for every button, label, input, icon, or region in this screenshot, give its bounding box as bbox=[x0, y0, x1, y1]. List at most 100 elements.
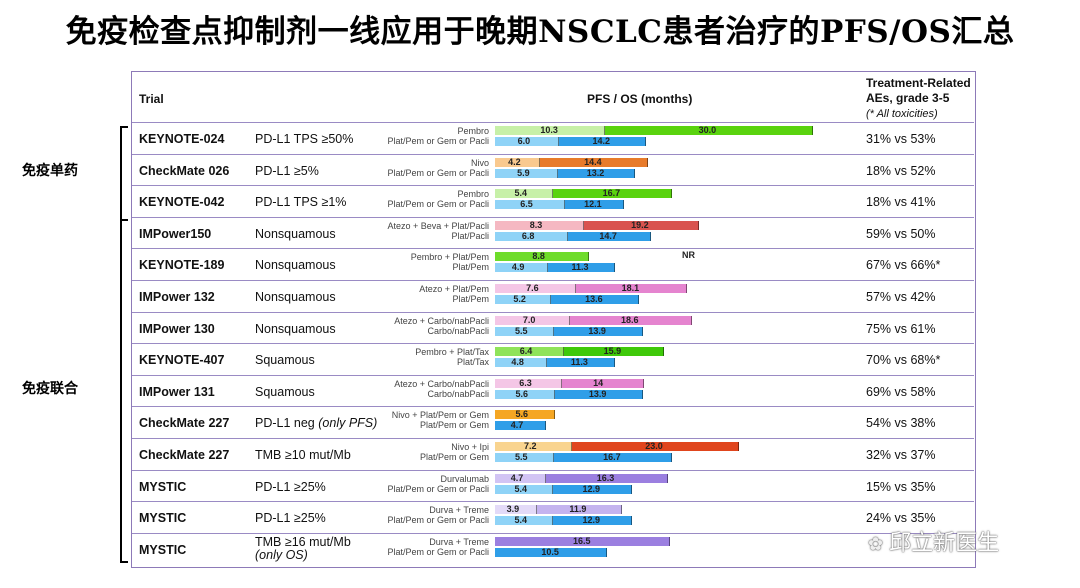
table-row: IMPower150 Nonsquamous Atezo + Beva + Plat… bbox=[132, 216, 974, 250]
ae-value: 15% vs 35% bbox=[866, 479, 936, 494]
table-row: KEYNOTE-189 Nonsquamous Pembro + Plat/Pem P… bbox=[132, 248, 974, 281]
condition-text: Squamous bbox=[255, 384, 315, 399]
os-bar-value-label: 5.6 bbox=[515, 388, 529, 399]
os-bar-segment bbox=[495, 547, 607, 557]
pfs-bar: 7.6 18.1 bbox=[495, 284, 687, 293]
control-arm-label: Plat/Tax bbox=[456, 357, 489, 368]
os-bar: 5.5 16.7 bbox=[495, 453, 673, 462]
watermark: ✿ 邱立新医生 bbox=[868, 531, 1000, 556]
condition-note: (only PFS) bbox=[318, 416, 378, 431]
table-row: KEYNOTE-024 PD-L1 TPS ≥50% Pembro Plat/Pem … bbox=[132, 122, 974, 155]
os-bar: 10.5 bbox=[495, 547, 607, 557]
trial-condition: TMB ≥10 mut/Mb bbox=[255, 448, 351, 462]
control-arm-label: Plat/Pem or Gem or Pacli bbox=[387, 199, 489, 210]
trial-name: MYSTIC bbox=[139, 479, 187, 494]
header-ae-line2: AEs, grade 3-5 bbox=[866, 91, 950, 105]
experimental-arm-label: Pembro bbox=[457, 126, 489, 136]
os-bar-value-label: 12.1 bbox=[584, 199, 602, 210]
pfs-bar-segment bbox=[495, 189, 553, 199]
pfs-bar: 8.3 19.2 bbox=[495, 219, 699, 230]
table-row: IMPower 132 Nonsquamous Atezo + Plat/Pem Pl… bbox=[132, 280, 974, 313]
condition-text: TMB ≥16 mut/Mb bbox=[255, 534, 351, 549]
os-bar-value-label: 5.4 bbox=[514, 515, 527, 526]
condition-text: TMB ≥10 mut/Mb bbox=[255, 448, 351, 462]
control-arm-label: Plat/Pem bbox=[452, 262, 489, 273]
trial-name: IMPower 131 bbox=[139, 384, 215, 399]
ae-value: 67% vs 66%* bbox=[866, 258, 941, 273]
ae-value: 32% vs 37% bbox=[866, 448, 936, 462]
os-bar-value-label: 6.5 bbox=[520, 199, 533, 210]
ae-value: 70% vs 68%* bbox=[866, 353, 941, 368]
control-arm-label: Plat/Pem or Gem or Pacli bbox=[387, 483, 489, 494]
os-bar: 5.9 13.2 bbox=[495, 168, 636, 178]
pfs-bar-segment bbox=[495, 347, 664, 357]
pfs-bar-value-label: 16.3 bbox=[596, 472, 615, 483]
pfs-bar-segment bbox=[495, 284, 577, 293]
pfs-bar-value-label: 19.2 bbox=[631, 219, 649, 230]
os-bar-value-label: 13.9 bbox=[588, 388, 607, 399]
trial-name: IMPower150 bbox=[139, 226, 212, 241]
os-bar-value-label: 14.2 bbox=[592, 136, 611, 146]
pfs-bar-segment bbox=[495, 284, 687, 293]
pfs-bar-segment bbox=[495, 505, 622, 515]
pfs-bar-segment bbox=[495, 473, 546, 483]
pfs-bar: 4.7 16.3 bbox=[495, 472, 668, 483]
trial-condition: PD-L1 ≥25% bbox=[255, 511, 326, 525]
condition-text: PD-L1 ≥5% bbox=[255, 163, 319, 178]
experimental-arm-label: Atezo + Plat/Pem bbox=[419, 284, 489, 294]
pfs-bar: 6.3 14 bbox=[495, 378, 644, 388]
pfs-bar-value-label: 5.6 bbox=[515, 409, 529, 420]
os-bar-value-label: 14.7 bbox=[599, 230, 617, 241]
pfs-bar-segment bbox=[495, 473, 668, 483]
pfs-bar-value-label: 7.2 bbox=[523, 441, 537, 451]
pfs-bar-value-label: 11.9 bbox=[569, 504, 587, 515]
trial-name: CheckMate 227 bbox=[139, 416, 230, 431]
pfs-bar-segment bbox=[495, 189, 673, 199]
group-bracket-mono bbox=[120, 126, 128, 221]
ae-value: 18% vs 41% bbox=[866, 195, 936, 210]
control-arm-label: Carbo/nabPacli bbox=[427, 388, 489, 399]
pfs-bar-segment bbox=[495, 410, 556, 420]
pfs-bar-value-label: 16.5 bbox=[573, 535, 591, 546]
table-row: CheckMate 227 TMB ≥10 mut/Mb Nivo + Ipi Pla… bbox=[132, 438, 974, 471]
trial-condition: PD-L1 neg (only PFS) bbox=[255, 416, 377, 430]
condition-text: PD-L1 ≥25% bbox=[255, 479, 326, 494]
os-bar-segment bbox=[495, 453, 555, 462]
condition-text: Nonsquamous bbox=[255, 321, 336, 336]
table-row: CheckMate 026 PD-L1 ≥5% Nivo Plat/Pem or Ge… bbox=[132, 153, 974, 187]
pfs-bar-value-label: 15.9 bbox=[603, 346, 622, 357]
pfs-bar: 7.0 18.6 bbox=[495, 314, 693, 325]
trial-name: KEYNOTE-042 bbox=[139, 195, 225, 210]
pfs-bar: 8.8 bbox=[495, 251, 589, 262]
pfs-bar-segment bbox=[495, 536, 671, 546]
pfs-bar-segment bbox=[495, 126, 813, 135]
pfs-bar-segment bbox=[495, 157, 648, 167]
pfs-bar-value-label: 7.0 bbox=[522, 314, 536, 325]
os-bar-value-label: 6.0 bbox=[517, 136, 531, 146]
trial-condition: Nonsquamous bbox=[255, 290, 336, 304]
experimental-arm-label: Nivo + Ipi bbox=[451, 442, 489, 452]
os-bar-value-label: 11.3 bbox=[571, 262, 589, 273]
pfs-bar-value-label: 8.8 bbox=[532, 251, 545, 262]
os-bar-segment bbox=[495, 358, 616, 368]
pfs-bar: 5.4 16.7 bbox=[495, 189, 673, 199]
trial-name: IMPower 132 bbox=[139, 290, 215, 304]
pfs-bar-segment bbox=[495, 157, 541, 167]
os-bar: 6.0 14.2 bbox=[495, 136, 646, 146]
ae-value: 69% vs 58% bbox=[866, 384, 936, 399]
trial-name: CheckMate 026 bbox=[139, 163, 230, 178]
os-bar-segment bbox=[495, 516, 553, 526]
pfs-bar-segment bbox=[495, 315, 570, 325]
condition-text: Nonsquamous bbox=[255, 226, 336, 241]
trial-name: KEYNOTE-189 bbox=[139, 258, 225, 273]
os-bar-segment bbox=[495, 516, 633, 526]
condition-note: (only OS) bbox=[255, 547, 308, 562]
page-title: 免疫检查点抑制剂一线应用于晚期NSCLC患者治疗的PFS/OS汇总 bbox=[65, 14, 1015, 50]
pfs-bar-segment bbox=[495, 442, 572, 451]
trial-condition: Squamous bbox=[255, 385, 315, 399]
os-bar-segment bbox=[495, 389, 556, 399]
table-row: MYSTIC TMB ≥16 mut/Mb (only OS) Durva + Tr… bbox=[132, 532, 974, 566]
pfs-bar: 5.6 bbox=[495, 409, 556, 420]
ae-value: 57% vs 42% bbox=[866, 290, 936, 304]
os-bar-value-label: 13.6 bbox=[585, 294, 603, 304]
